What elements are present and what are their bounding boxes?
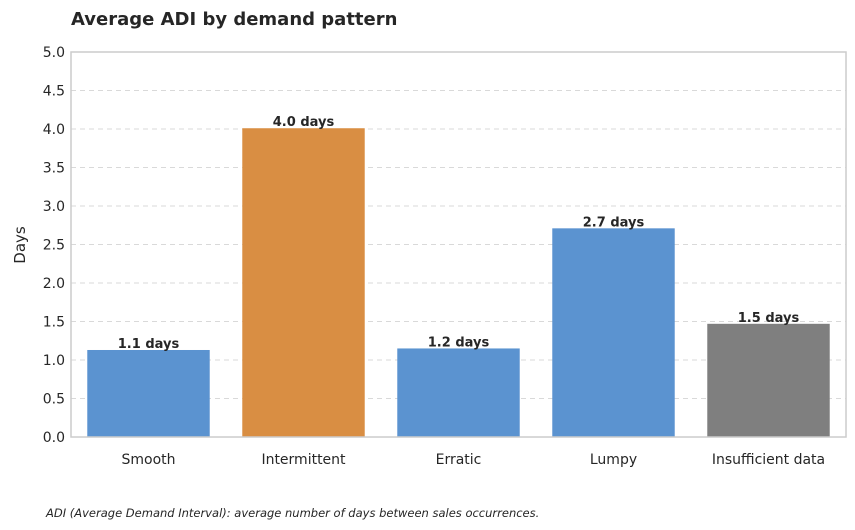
y-tick-label: 2.5 <box>43 238 65 254</box>
bars <box>87 128 830 438</box>
bar-erratic <box>397 348 520 437</box>
footnote: ADI (Average Demand Interval): average n… <box>46 506 540 520</box>
y-tick-label: 3.0 <box>43 199 65 215</box>
bar-insufficient-data <box>707 323 830 437</box>
bar-smooth <box>87 349 210 437</box>
bar-data-label: 1.5 days <box>738 311 800 326</box>
y-tick-label: 0.5 <box>43 392 65 408</box>
plot-frame <box>70 51 847 438</box>
y-tick-label: 3.5 <box>43 161 65 177</box>
y-tick-label: 1.5 <box>43 315 65 331</box>
bar-data-label: 1.2 days <box>428 335 490 350</box>
y-tick-label: 5.0 <box>43 45 65 61</box>
chart-title: Average ADI by demand pattern <box>71 9 397 30</box>
x-tick-label: Erratic <box>436 452 482 468</box>
y-tick-label: 4.0 <box>43 122 65 138</box>
bar-data-label: 1.1 days <box>118 337 180 352</box>
bar-lumpy <box>552 228 675 437</box>
x-axis-ticks: Smooth Intermittent Erratic Lumpy Insufficie… <box>121 452 825 468</box>
bar-intermittent <box>242 128 365 438</box>
bar-data-label: 4.0 days <box>273 115 335 130</box>
x-tick-label: Smooth <box>121 452 175 468</box>
y-axis-ticks: 0.0 0.5 1.0 1.5 2.0 2.5 3.0 3.5 4.0 4.5 5.0 <box>43 45 65 446</box>
bar-data-label: 2.7 days <box>583 215 645 230</box>
bar-labels: 1.1 days 4.0 days 1.2 days 2.7 days 1.5 days <box>118 115 800 352</box>
x-tick-label: Intermittent <box>261 452 346 468</box>
x-tick-label: Insufficient data <box>712 452 825 468</box>
y-tick-label: 0.0 <box>43 430 65 446</box>
y-tick-label: 1.0 <box>43 353 65 369</box>
y-tick-label: 2.0 <box>43 276 65 292</box>
y-axis-label: Days <box>11 226 29 264</box>
x-tick-label: Lumpy <box>590 452 637 468</box>
y-tick-label: 4.5 <box>43 84 65 100</box>
